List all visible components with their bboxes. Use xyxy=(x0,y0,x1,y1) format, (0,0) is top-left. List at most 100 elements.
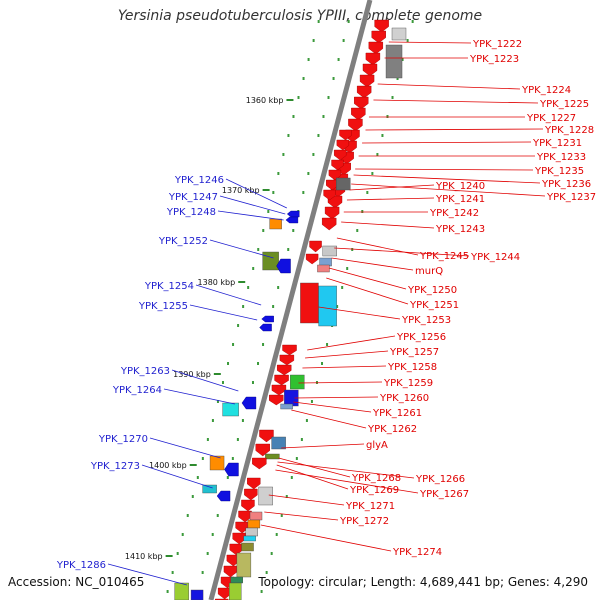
ruler-dot xyxy=(342,39,345,42)
gene-label-ypk-1237: YPK_1237 xyxy=(546,192,596,203)
forward-gene-arrow xyxy=(229,543,243,556)
gene-label-ypk-1252: YPK_1252 xyxy=(158,236,208,247)
gene-label-ypk-1257: YPK_1257 xyxy=(389,347,439,358)
reverse-gene-box xyxy=(209,455,225,471)
reverse-gene-box xyxy=(174,582,189,600)
ruler-dot xyxy=(196,476,199,479)
gene-label-ypk-1253: YPK_1253 xyxy=(401,315,451,326)
ruler-dot xyxy=(211,419,214,422)
gene-label-ypk-1246: YPK_1246 xyxy=(174,175,224,186)
ruler-dot xyxy=(241,419,244,422)
ruler-dot xyxy=(272,191,275,194)
leader-line xyxy=(318,306,401,320)
map-title: Yersinia pseudotuberculosis YPIII, compl… xyxy=(117,8,483,24)
gene-label-ypk-1286: YPK_1286 xyxy=(56,560,106,571)
ruler-dot xyxy=(386,115,389,118)
ruler-dot xyxy=(307,172,310,175)
ruler-dot xyxy=(176,552,179,555)
forward-gene-arrow xyxy=(305,253,319,265)
gene-label-ypk-1223: YPK_1223 xyxy=(469,54,519,65)
gene-label-ypk-1247: YPK_1247 xyxy=(168,192,218,203)
forward-gene-arrow xyxy=(232,532,246,545)
ruler-dot xyxy=(292,229,295,232)
ruler-dot xyxy=(191,495,194,498)
ruler-dot xyxy=(262,229,265,232)
forward-gene-arrow xyxy=(334,149,347,161)
forward-gene-arrow xyxy=(255,443,270,457)
gene-label-ypk-1270: YPK_1270 xyxy=(98,434,148,445)
gene-label-ypk-1254: YPK_1254 xyxy=(144,281,194,292)
forward-gene-box xyxy=(230,576,243,584)
forward-gene-arrow xyxy=(247,477,261,490)
ruler-dot xyxy=(297,96,300,99)
ruler-dot xyxy=(317,20,320,23)
scale-tick-label: 1380 kbp xyxy=(198,278,236,287)
forward-gene-box xyxy=(319,257,332,267)
ruler-dot xyxy=(346,267,349,270)
leader-line xyxy=(217,210,284,221)
forward-gene-box xyxy=(280,403,293,410)
forward-gene-arrow xyxy=(269,394,284,406)
leader-line xyxy=(307,335,396,351)
ruler-dot xyxy=(277,286,280,289)
ruler-dot xyxy=(270,552,273,555)
leader-line xyxy=(277,461,415,479)
ruler-dot xyxy=(307,58,310,61)
ruler-dot xyxy=(280,514,283,517)
forward-gene-box xyxy=(271,436,286,450)
ruler-dot xyxy=(356,229,359,232)
leader-line xyxy=(388,41,472,44)
ruler-dot xyxy=(312,39,315,42)
ruler-dot xyxy=(257,362,260,365)
ruler-dot xyxy=(227,362,230,365)
ruler-dot xyxy=(262,343,265,346)
gene-label-ypk-1256: YPK_1256 xyxy=(396,332,446,343)
forward-gene-box xyxy=(318,285,337,327)
leader-line xyxy=(209,239,274,259)
forward-gene-arrow xyxy=(365,52,381,66)
reverse-gene-box xyxy=(262,251,279,271)
forward-gene-box xyxy=(247,519,261,529)
forward-gene-arrow xyxy=(374,19,389,33)
gene-label-ypk-1242: YPK_1242 xyxy=(429,208,479,219)
leader-line xyxy=(189,304,258,321)
ruler-dot xyxy=(327,96,330,99)
reverse-gene-box xyxy=(222,402,239,417)
leader-line xyxy=(346,197,435,201)
leader-line xyxy=(365,128,544,131)
ruler-dot xyxy=(216,400,219,403)
leader-line xyxy=(298,381,383,384)
gene-label-ypk-1260: YPK_1260 xyxy=(379,393,429,404)
leader-line xyxy=(281,443,365,449)
forward-gene-arrow xyxy=(336,139,350,151)
leader-line xyxy=(171,369,239,392)
forward-gene-arrow xyxy=(259,429,274,443)
ruler-dot xyxy=(287,134,290,137)
forward-gene-arrow xyxy=(271,384,287,396)
scale-tick-label: 1390 kbp xyxy=(173,370,211,379)
ruler-dot xyxy=(251,381,254,384)
forward-gene-box xyxy=(241,542,254,552)
ruler-dot xyxy=(376,153,379,156)
leader-line xyxy=(149,437,221,459)
forward-gene-box xyxy=(391,27,407,41)
ruler-dot xyxy=(282,153,285,156)
forward-leader-lines xyxy=(260,41,546,552)
reverse-gene-arrow xyxy=(276,258,291,274)
ruler-dot xyxy=(171,571,174,574)
ruler-dot xyxy=(236,438,239,441)
gene-label-ypk-1255: YPK_1255 xyxy=(138,301,188,312)
leader-line xyxy=(291,409,367,429)
forward-gene-box xyxy=(317,264,330,273)
leader-line xyxy=(328,267,407,290)
leader-line xyxy=(268,494,345,506)
reverse-gene-box xyxy=(202,484,217,494)
forward-gene-arrow xyxy=(277,364,292,376)
forward-gene-arrow xyxy=(217,587,232,600)
forward-gene-arrow xyxy=(331,159,344,171)
ruler-dot xyxy=(312,153,315,156)
ruler-dot xyxy=(406,39,409,42)
forward-gene-box xyxy=(243,535,256,542)
forward-gene-arrow xyxy=(359,74,375,88)
gene-label-ypk-1241: YPK_1241 xyxy=(435,194,485,205)
